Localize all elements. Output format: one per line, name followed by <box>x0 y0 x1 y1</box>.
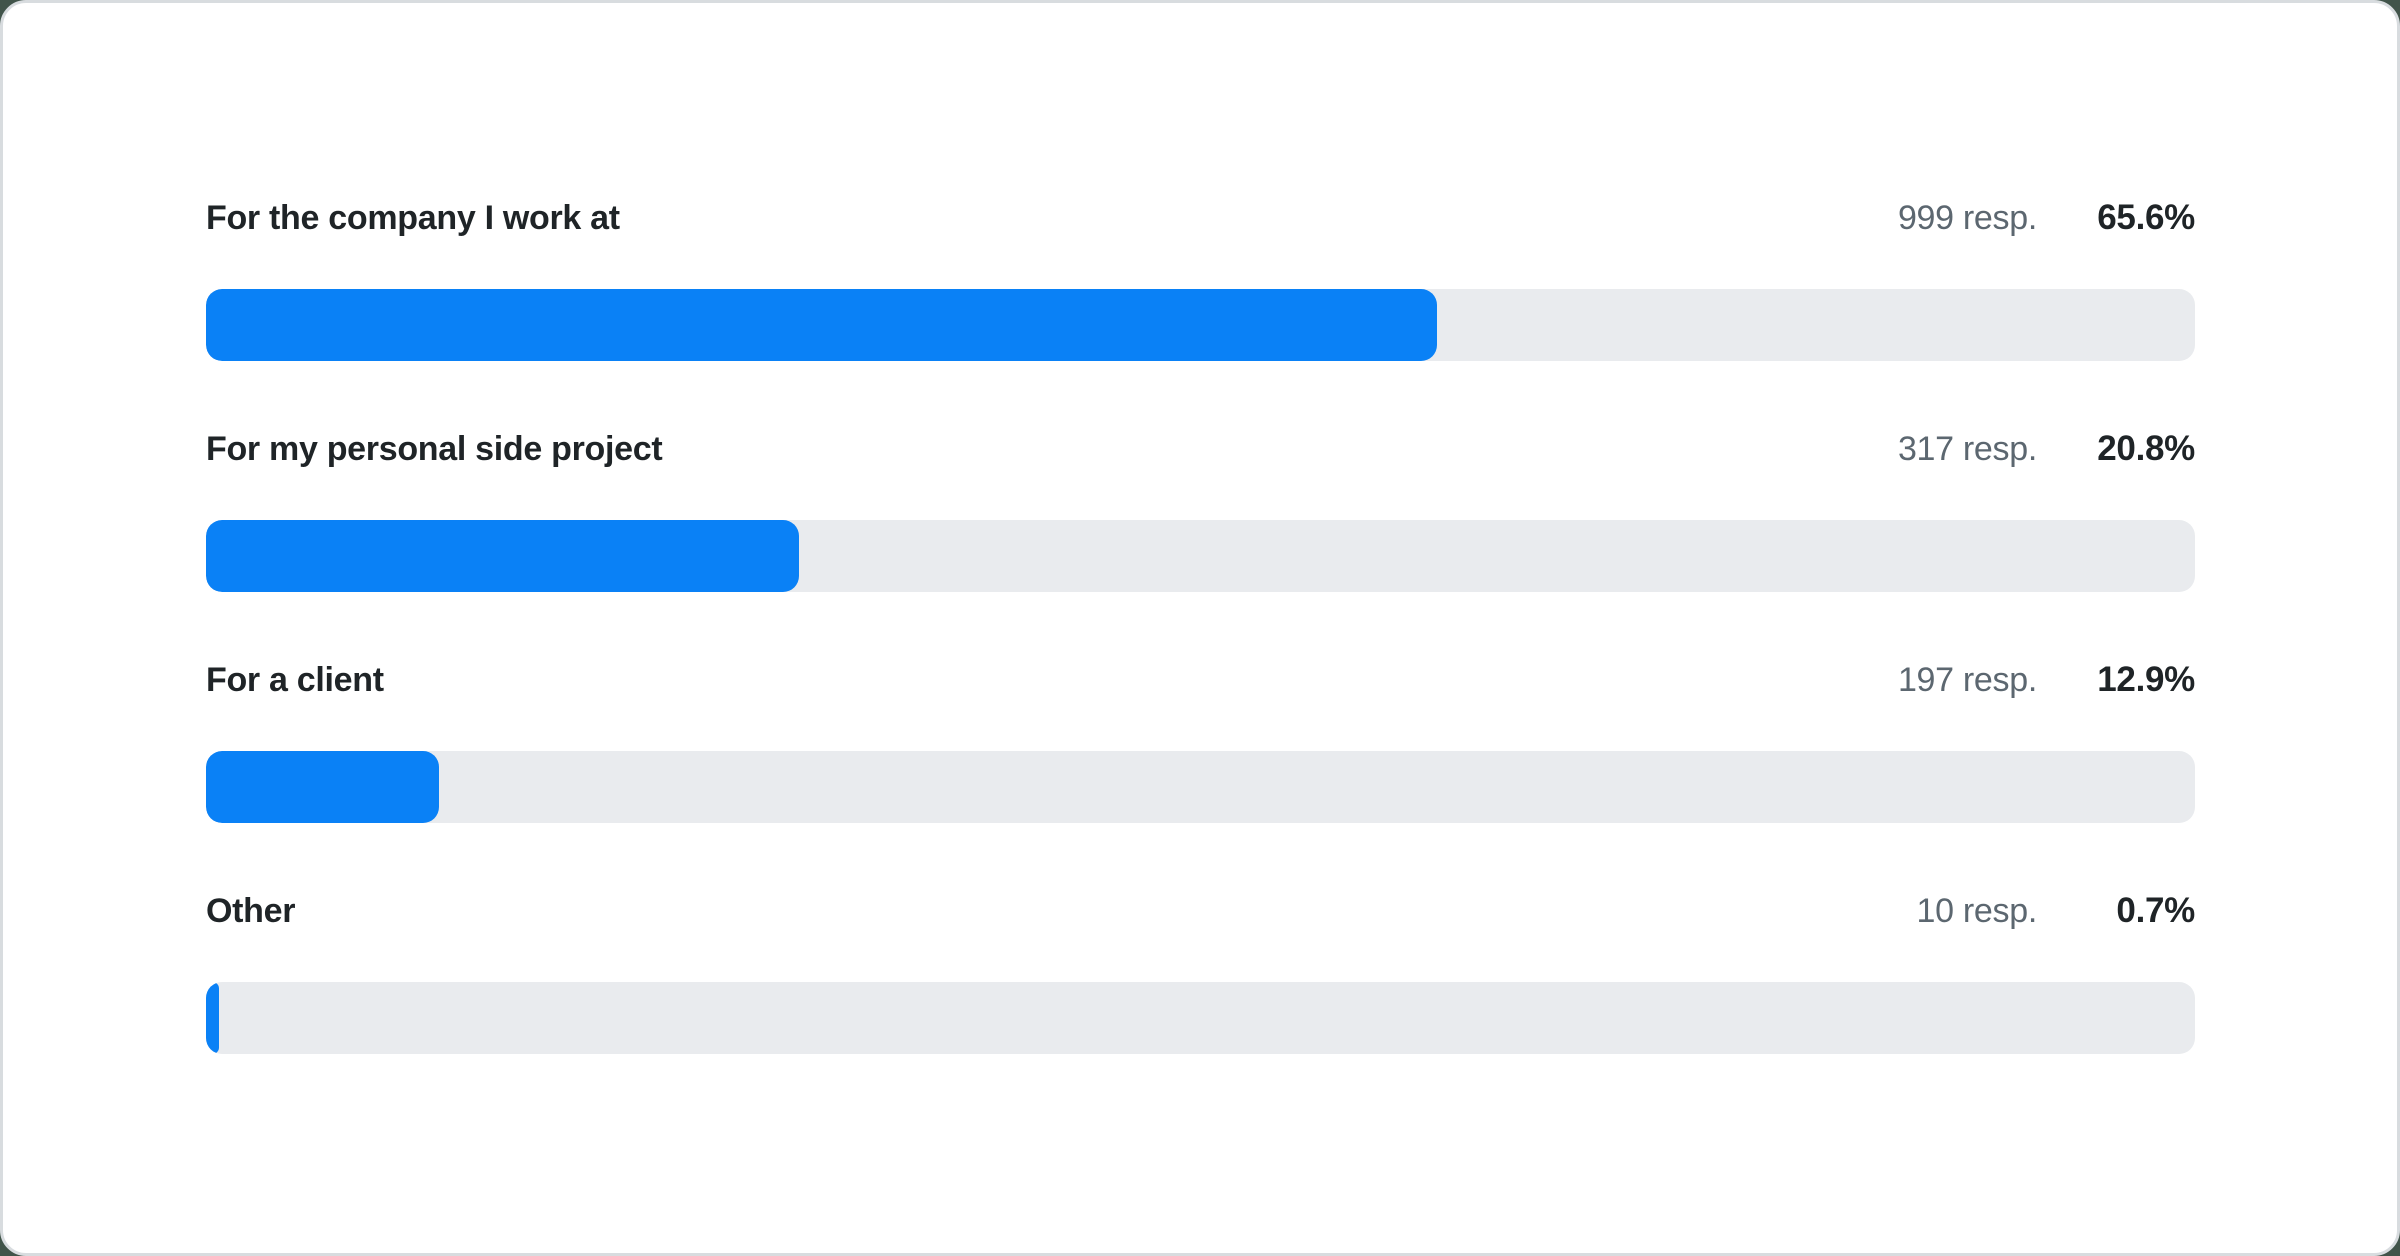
row-header: Other 10 resp. 0.7% <box>206 886 2195 936</box>
option-meta: 10 resp. 0.7% <box>1916 886 2196 936</box>
percentage-value: 0.7% <box>2116 891 2195 930</box>
response-count: 999 resp. <box>1897 199 2037 237</box>
percentage-value: 20.8% <box>2097 429 2195 468</box>
row-header: For my personal side project 317 resp. 2… <box>206 424 2195 474</box>
bar-track <box>206 982 2195 1054</box>
response-count: 10 resp. <box>1916 892 2038 930</box>
option-meta: 999 resp. 65.6% <box>1898 193 2195 243</box>
survey-option-row: Other 10 resp. 0.7% <box>206 886 2195 1054</box>
bar-fill <box>206 751 439 823</box>
option-label: For a client <box>206 661 384 699</box>
bar-track <box>206 751 2195 823</box>
option-label: For my personal side project <box>206 430 663 468</box>
percentage-value: 65.6% <box>2097 198 2195 237</box>
percentage-value: 12.9% <box>2097 660 2195 699</box>
option-label: Other <box>206 892 296 930</box>
survey-option-row: For a client 197 resp. 12.9% <box>206 655 2195 823</box>
bar-fill <box>206 982 219 1054</box>
bar-track <box>206 520 2195 592</box>
bar-track <box>206 289 2195 361</box>
option-meta: 317 resp. 20.8% <box>1898 424 2195 474</box>
option-label: For the company I work at <box>206 199 620 237</box>
survey-option-row: For my personal side project 317 resp. 2… <box>206 424 2195 592</box>
option-meta: 197 resp. 12.9% <box>1898 655 2195 705</box>
response-count: 317 resp. <box>1897 430 2037 468</box>
row-header: For the company I work at 999 resp. 65.6… <box>206 193 2195 243</box>
bar-fill <box>206 520 799 592</box>
survey-results-list: For the company I work at 999 resp. 65.6… <box>206 193 2195 1054</box>
response-count: 197 resp. <box>1897 661 2037 699</box>
row-header: For a client 197 resp. 12.9% <box>206 655 2195 705</box>
survey-option-row: For the company I work at 999 resp. 65.6… <box>206 193 2195 361</box>
bar-fill <box>206 289 1438 361</box>
